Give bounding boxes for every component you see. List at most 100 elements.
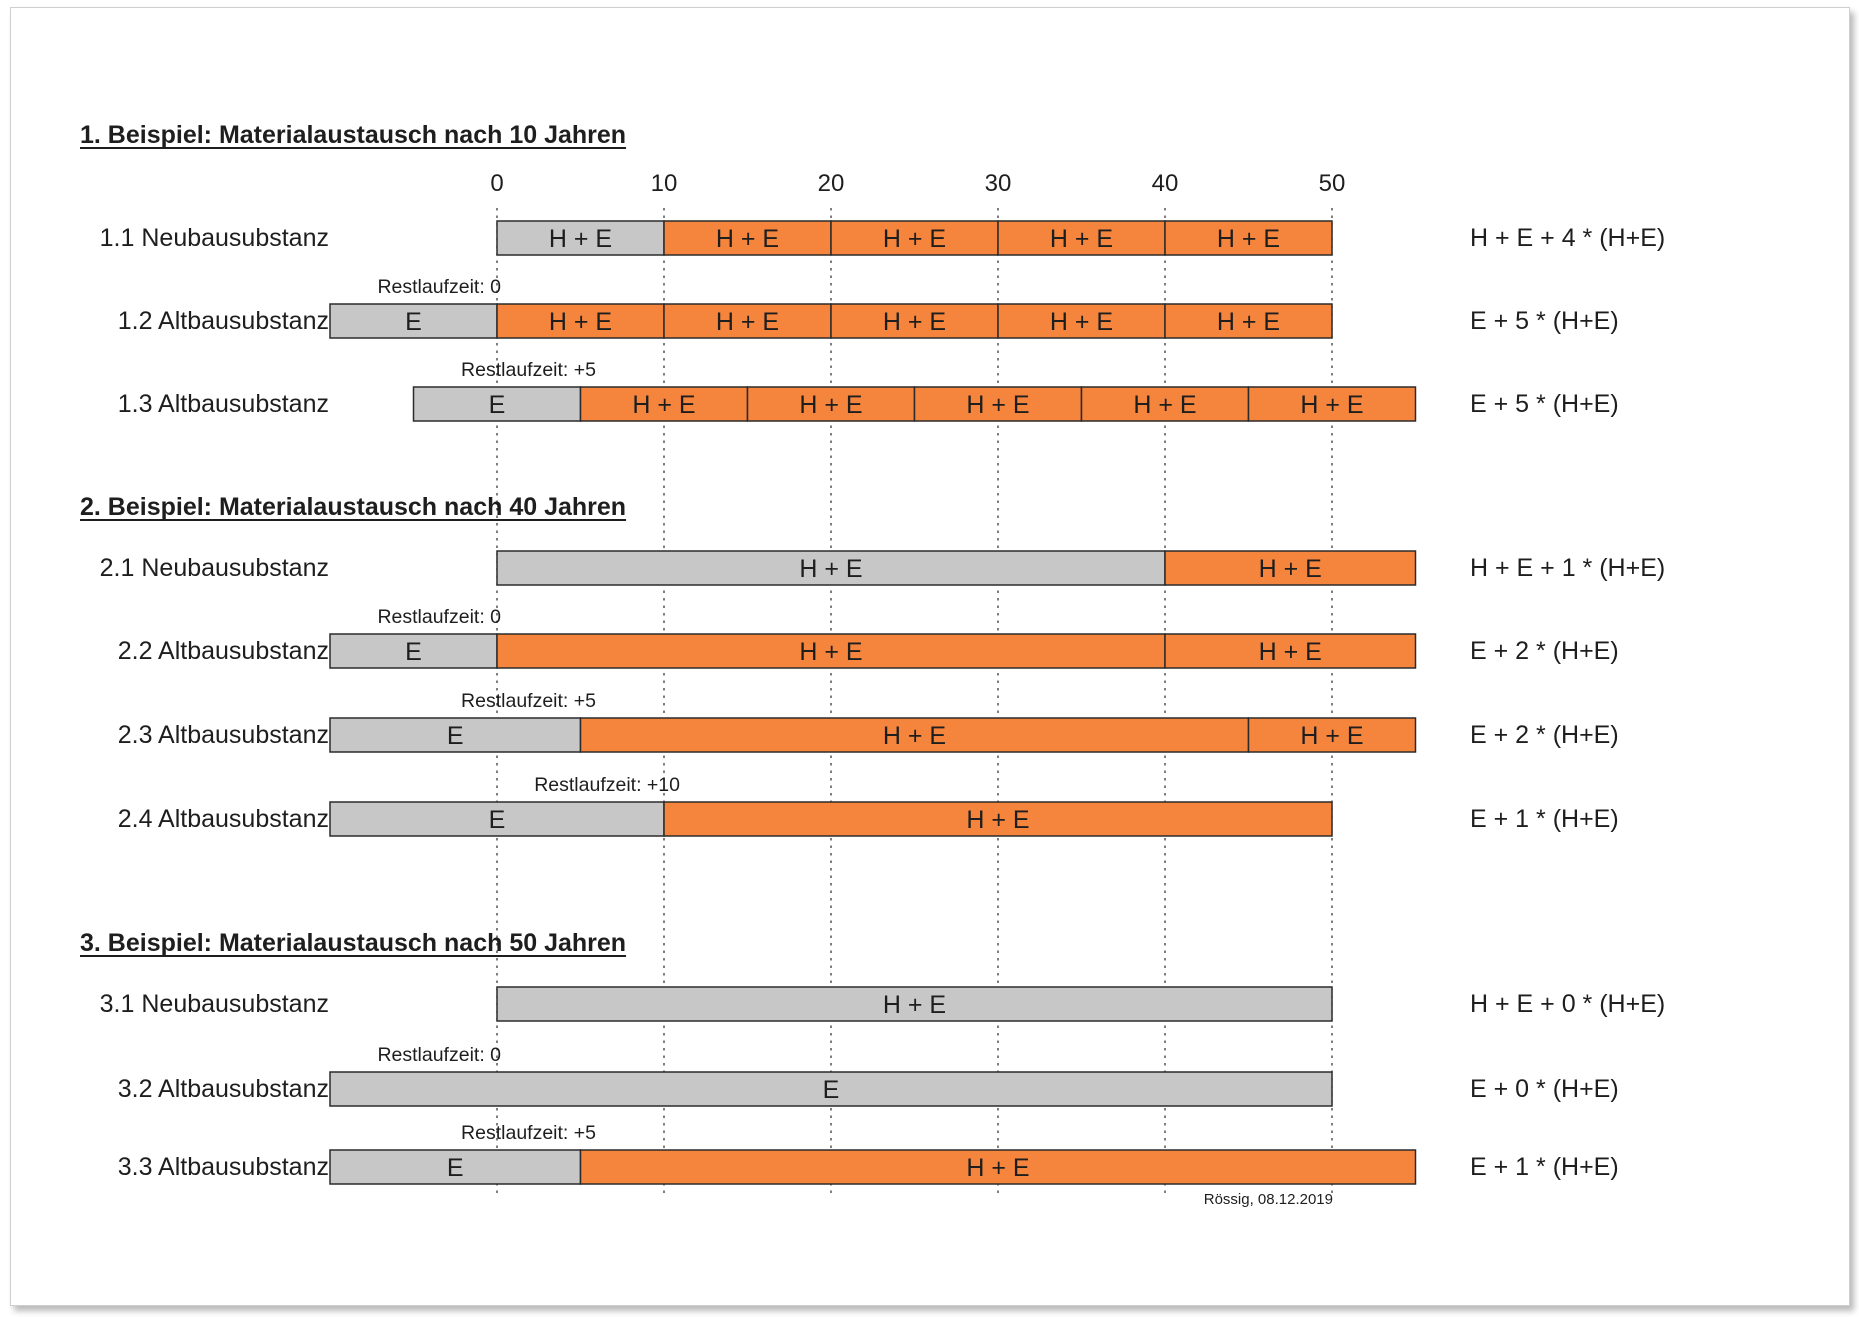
segment-label: H + E	[966, 806, 1029, 834]
row-label: 2.3 Altbausubstanz	[118, 721, 329, 749]
segment-label: H + E	[883, 225, 946, 253]
axis-labels: 0 10 20 30 40 50	[490, 170, 1345, 197]
bar-segment-orange	[579, 386, 749, 422]
row-label: 2.4 Altbausubstanz	[118, 805, 329, 833]
segment-label: E	[447, 1154, 464, 1182]
bar-segment-orange	[997, 220, 1166, 256]
segment-label: E	[405, 308, 422, 336]
timeline-diagram: 0 10 20 30 40 50 1. Beispiel: Materialaustaus…	[80, 121, 1665, 1208]
bar-segment-orange	[1164, 220, 1333, 256]
row-formula: H + E + 0 * (H+E)	[1470, 990, 1665, 1018]
section-2: 2. Beispiel: Materialaustausch nach 40 J…	[80, 493, 1665, 837]
bar-segment-grey	[496, 220, 665, 256]
timeline-row: 1.2 Altbausubstanz Restlaufzeit: 0 E H + E H…	[118, 276, 1619, 339]
bar-segment-orange	[1164, 303, 1333, 339]
axis-tick-label: 10	[651, 170, 678, 197]
bar-segment-grey	[329, 1149, 582, 1185]
segment-label: H + E	[799, 391, 862, 419]
bar-segment-orange	[746, 386, 916, 422]
segment-label: H + E	[549, 308, 612, 336]
timeline-row: 1.1 Neubausubstanz H + E H + E H + E H + E H …	[100, 220, 1665, 256]
segment-label: H + E	[1217, 225, 1280, 253]
row-label: 1.1 Neubausubstanz	[100, 224, 329, 252]
restlaufzeit-label: Restlaufzeit: 0	[377, 606, 501, 628]
segment-label: E	[823, 1076, 840, 1104]
segment-label: H + E	[1300, 722, 1363, 750]
row-formula: E + 0 * (H+E)	[1470, 1075, 1619, 1103]
segment-label: E	[489, 391, 506, 419]
axis-tick-label: 20	[818, 170, 845, 197]
section-title: 1. Beispiel: Materialaustausch nach 10 J…	[80, 121, 626, 149]
section-3: 3. Beispiel: Materialaustausch nach 50 J…	[80, 929, 1665, 1185]
segment-label: E	[447, 722, 464, 750]
segment-label: H + E	[1050, 308, 1113, 336]
section-1: 1. Beispiel: Materialaustausch nach 10 J…	[80, 121, 1665, 422]
segment-label: H + E	[1217, 308, 1280, 336]
timeline-row: 3.3 Altbausubstanz Restlaufzeit: +5 E H + E…	[118, 1122, 1619, 1185]
bar-segment-orange	[1164, 550, 1417, 586]
timeline-row: 2.1 Neubausubstanz H + E H + E H + E + 1 * …	[100, 550, 1665, 586]
segment-label: H + E	[966, 1154, 1029, 1182]
bar-segment-orange	[830, 303, 999, 339]
row-label: 3.2 Altbausubstanz	[118, 1075, 329, 1103]
segment-label: E	[405, 638, 422, 666]
restlaufzeit-label: Restlaufzeit: +5	[461, 359, 596, 381]
restlaufzeit-label: Restlaufzeit: +5	[461, 690, 596, 712]
segment-label: H + E	[716, 308, 779, 336]
segment-label: H + E	[883, 722, 946, 750]
timeline-row: 2.3 Altbausubstanz Restlaufzeit: +5 E H + E…	[118, 690, 1619, 753]
bar-segment-grey	[329, 1071, 1333, 1107]
timeline-row: 2.2 Altbausubstanz Restlaufzeit: 0 E H + E H…	[118, 606, 1619, 669]
segment-label: H + E	[716, 225, 779, 253]
row-formula: E + 5 * (H+E)	[1470, 307, 1619, 335]
segment-label: E	[489, 806, 506, 834]
bar-segment-grey	[329, 303, 498, 339]
bar-segment-orange	[1247, 717, 1417, 753]
segment-label: H + E	[966, 391, 1029, 419]
axis-tick-label: 40	[1152, 170, 1179, 197]
bar-segment-orange	[1247, 386, 1417, 422]
row-formula: E + 5 * (H+E)	[1470, 390, 1619, 418]
segment-label: H + E	[1300, 391, 1363, 419]
row-label: 2.2 Altbausubstanz	[118, 637, 329, 665]
segment-label: H + E	[1133, 391, 1196, 419]
row-formula: E + 2 * (H+E)	[1470, 721, 1619, 749]
segment-label: H + E	[883, 308, 946, 336]
bar-segment-grey	[496, 986, 1333, 1022]
segment-label: H + E	[883, 991, 946, 1019]
section-title: 3. Beispiel: Materialaustausch nach 50 J…	[80, 929, 626, 957]
timeline-row: 1.3 Altbausubstanz Restlaufzeit: +5 E H + E…	[118, 359, 1619, 422]
segment-label: H + E	[799, 638, 862, 666]
bar-segment-grey	[496, 550, 1166, 586]
bar-segment-grey	[329, 801, 665, 837]
segment-label: H + E	[1259, 555, 1322, 583]
diagram-page: 0 10 20 30 40 50 1. Beispiel: Materialaustaus…	[10, 7, 1850, 1306]
row-label: 3.3 Altbausubstanz	[118, 1153, 329, 1181]
bar-segment-orange	[663, 220, 832, 256]
row-formula: H + E + 4 * (H+E)	[1470, 224, 1665, 252]
row-label: 1.3 Altbausubstanz	[118, 390, 329, 418]
gridlines	[496, 208, 1333, 1198]
restlaufzeit-label: Restlaufzeit: 0	[377, 276, 501, 298]
bar-segment-orange	[579, 717, 1250, 753]
axis-tick-label: 0	[490, 170, 503, 197]
bar-segment-orange	[830, 220, 999, 256]
restlaufzeit-label: Restlaufzeit: +10	[534, 774, 680, 796]
segment-label: H + E	[1050, 225, 1113, 253]
diagram-content: 1. Beispiel: Materialaustausch nach 10 J…	[80, 121, 1665, 1185]
row-label: 1.2 Altbausubstanz	[118, 307, 329, 335]
row-formula: E + 1 * (H+E)	[1470, 1153, 1619, 1181]
bar-segment-orange	[663, 801, 1333, 837]
bar-segment-orange	[1080, 386, 1250, 422]
segment-label: H + E	[549, 225, 612, 253]
row-formula: H + E + 1 * (H+E)	[1470, 554, 1665, 582]
segment-label: H + E	[799, 555, 862, 583]
axis-tick-label: 30	[985, 170, 1012, 197]
segment-label: H + E	[1259, 638, 1322, 666]
timeline-row: 3.1 Neubausubstanz H + E H + E + 0 * (H+E)	[100, 986, 1665, 1022]
row-formula: E + 2 * (H+E)	[1470, 637, 1619, 665]
bar-segment-orange	[579, 1149, 1417, 1185]
section-title: 2. Beispiel: Materialaustausch nach 40 J…	[80, 493, 626, 521]
restlaufzeit-label: Restlaufzeit: 0	[377, 1044, 501, 1066]
segment-label: H + E	[632, 391, 695, 419]
